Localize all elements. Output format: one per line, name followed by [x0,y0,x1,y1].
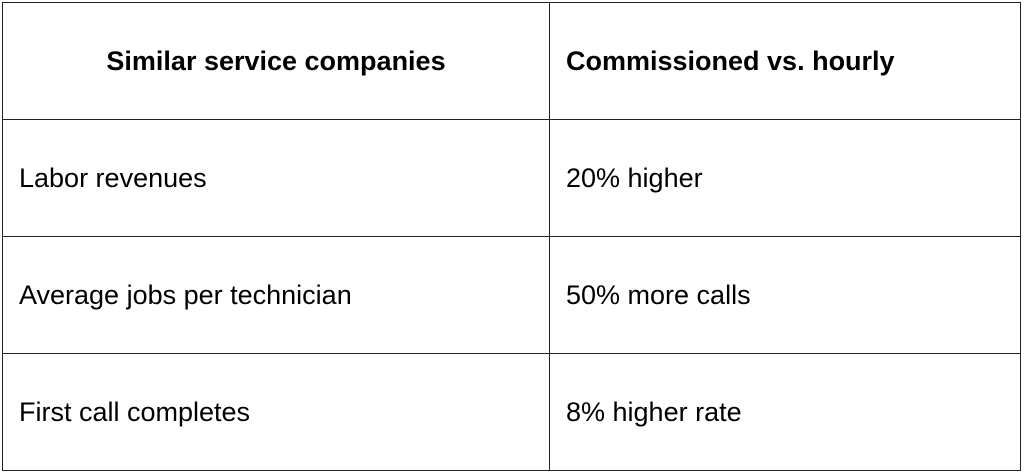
row: Average jobs per technician 50% more cal… [2,236,1021,354]
row: First call completes 8% higher rate [2,353,1021,471]
header-cell: Similar service companies [2,2,550,120]
cell: Average jobs per technician [2,236,550,354]
cell: Labor revenues [2,119,550,237]
table-body: Labor revenues 20% higher Average jobs p… [2,119,1021,471]
table-head: Similar service companies Commissioned v… [2,2,1021,120]
cell: 50% more calls [549,236,1021,354]
cell: 20% higher [549,119,1021,237]
header-cell: Commissioned vs. hourly [549,2,1021,120]
row: Labor revenues 20% higher [2,119,1021,237]
cell: First call completes [2,353,550,471]
header-row: Similar service companies Commissioned v… [2,2,1021,120]
cell: 8% higher rate [549,353,1021,471]
